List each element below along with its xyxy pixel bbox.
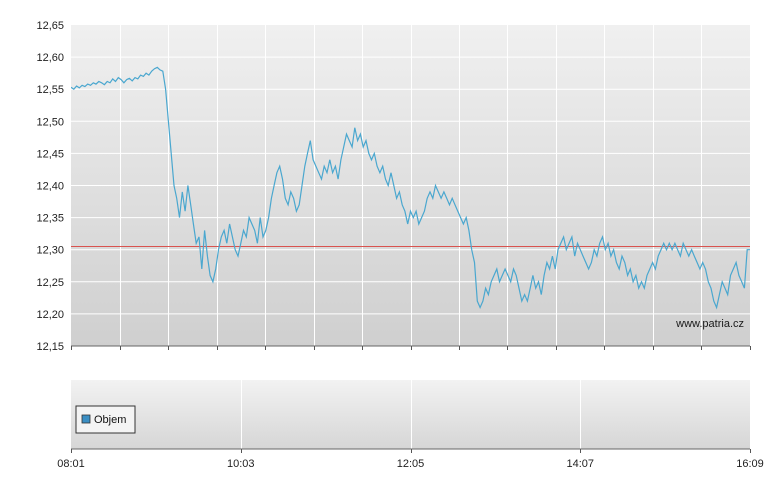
y-tick-label: 12,35 [36, 213, 64, 225]
price-horizontal-grid [71, 56, 750, 315]
x-tick-label: 12:05 [397, 458, 425, 470]
y-tick-label: 12,25 [36, 277, 64, 289]
price-x-axis-ticks [71, 346, 751, 350]
y-tick-label: 12,65 [36, 20, 64, 32]
y-tick-label: 12,45 [36, 148, 64, 160]
x-tick-label: 16:09 [736, 458, 764, 470]
y-tick-label: 12,60 [36, 52, 64, 64]
x-tick-label: 14:07 [566, 458, 594, 470]
volume-vertical-grid [241, 380, 581, 449]
volume-x-axis-ticks [71, 449, 751, 453]
y-tick-label: 12,40 [36, 181, 64, 193]
y-tick-label: 12,20 [36, 309, 64, 321]
x-axis-tick-labels: 08:01 10:03 12:05 14:07 16:09 [57, 458, 764, 470]
y-axis-tick-labels: 12,65 12,60 12,55 12,50 12,45 12,40 12,35 12,30… [36, 20, 64, 353]
legend-label-objem: Objem [94, 414, 126, 426]
y-tick-label: 12,30 [36, 245, 64, 257]
legend: Objem [75, 405, 136, 434]
watermark: www.patria.cz [675, 318, 744, 330]
x-tick-label: 10:03 [227, 458, 255, 470]
y-tick-label: 12,15 [36, 341, 64, 353]
price-line [71, 66, 750, 310]
legend-swatch [81, 414, 91, 424]
y-tick-label: 12,50 [36, 116, 64, 128]
y-tick-label: 12,55 [36, 84, 64, 96]
x-tick-label: 08:01 [57, 458, 85, 470]
volume-plot-area [71, 380, 750, 449]
